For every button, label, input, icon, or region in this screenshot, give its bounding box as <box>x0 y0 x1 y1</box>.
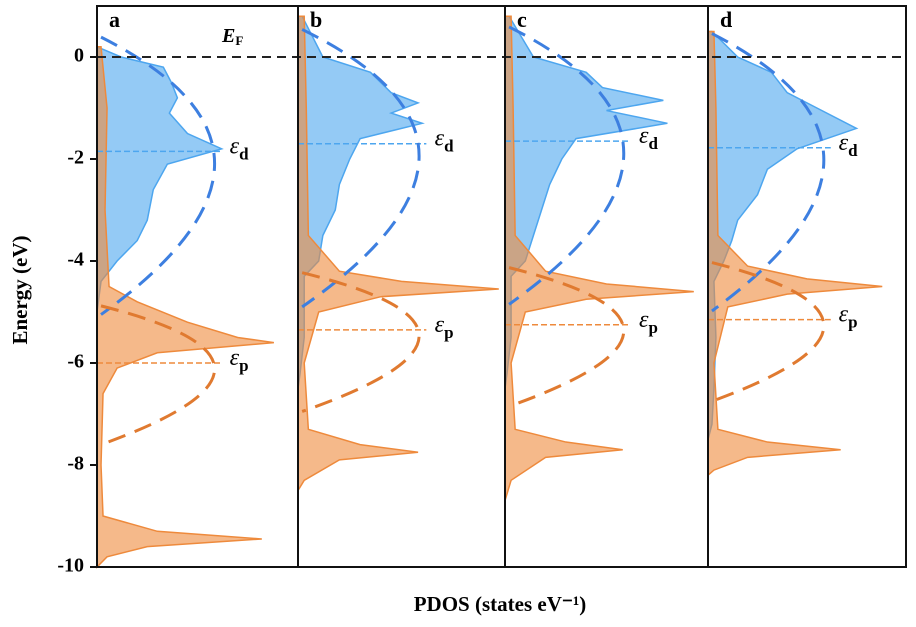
pdos-area <box>707 30 859 440</box>
subscript: F <box>235 33 243 48</box>
trend-curve <box>301 271 421 413</box>
panel-frame <box>707 5 907 568</box>
subscript: d <box>648 134 658 153</box>
subscript: p <box>239 356 248 375</box>
y-tick-label: -8 <box>67 453 84 475</box>
symbol: ε <box>435 125 445 151</box>
symbol: ε <box>435 311 445 337</box>
y-axis-label: Energy (eV) <box>8 235 32 344</box>
pdos-area <box>297 15 499 494</box>
symbol: ε <box>639 306 649 332</box>
band-center-label: εd <box>639 123 658 153</box>
band-center-label: εp <box>639 306 658 336</box>
subscript: d <box>848 141 858 160</box>
y-tick-label: -2 <box>67 147 84 169</box>
y-tick-label: -10 <box>57 555 84 577</box>
band-center-label: εd <box>839 129 858 159</box>
pdos-area <box>504 15 694 501</box>
symbol: ε <box>839 301 849 327</box>
panel-label: a <box>109 7 120 32</box>
band-center-label: εd <box>230 133 249 163</box>
symbol: ε <box>230 345 240 371</box>
trend-curve <box>301 28 421 309</box>
band-center-label: εd <box>435 125 454 155</box>
pdos-area <box>96 45 224 313</box>
symbol: ε <box>839 129 849 155</box>
pdos-area <box>504 15 668 389</box>
subscript: p <box>648 318 657 337</box>
band-center-label: εp <box>435 311 454 341</box>
subscript: p <box>848 313 857 332</box>
trend-curve <box>508 25 626 306</box>
pdos-area <box>707 30 883 477</box>
trend-curve <box>100 35 217 316</box>
subscript: d <box>444 137 454 156</box>
subscript: d <box>239 144 249 163</box>
pdos-area <box>297 15 425 389</box>
subscript: p <box>444 323 453 342</box>
pdos-area <box>96 46 274 569</box>
y-tick-label: 0 <box>74 45 84 67</box>
symbol: ε <box>639 123 649 149</box>
symbol: E <box>221 25 235 47</box>
band-center-label: εp <box>230 345 249 375</box>
y-tick-label: -6 <box>67 351 84 373</box>
panel-label: b <box>310 7 322 32</box>
symbol: ε <box>230 133 240 159</box>
x-axis-label: PDOS (states eV⁻¹) <box>414 592 587 616</box>
panel-label: c <box>517 7 527 32</box>
band-center-label: εp <box>839 301 858 331</box>
panel-label: d <box>720 7 732 32</box>
fermi-label: EF <box>221 25 243 48</box>
trend-curve <box>711 32 826 313</box>
y-tick-label: -4 <box>67 249 84 271</box>
